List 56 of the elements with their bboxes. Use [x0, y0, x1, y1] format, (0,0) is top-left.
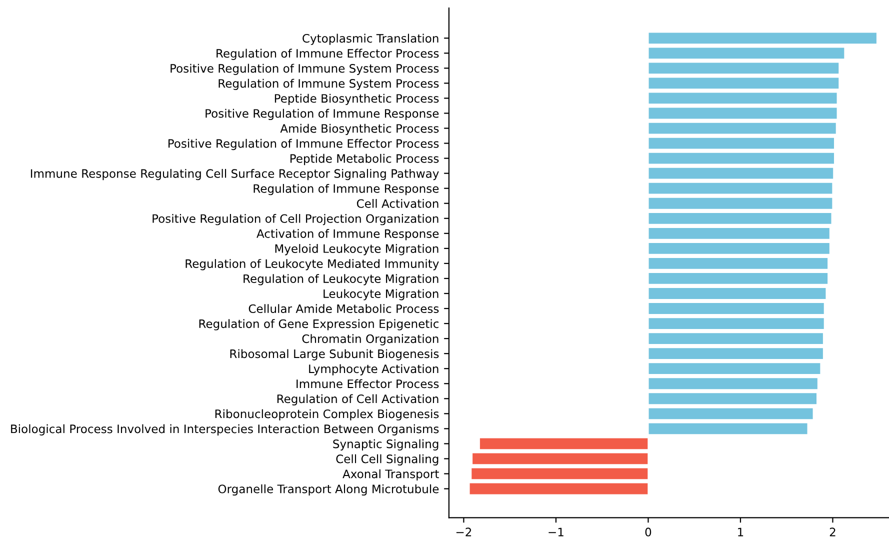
y-tick-label: Positive Regulation of Cell Projection Organization	[152, 214, 438, 226]
y-tick-label: Cellular Amide Metabolic Process	[248, 304, 439, 314]
y-tick-label: Peptide Metabolic Process	[290, 154, 439, 166]
y-tick-label: Regulation of Leukocyte Migration	[244, 274, 438, 286]
bar	[648, 166, 834, 180]
bar	[648, 392, 818, 406]
y-tick-label: Organelle Transport Along Microtubule	[218, 484, 439, 496]
x-tick-label: −2	[456, 528, 472, 536]
y-tick-label: Ribosomal Large Subunit Biogenesis	[230, 349, 439, 360]
y-tick-label: Ribonucleoprotein Complex Biogenesis	[215, 409, 439, 420]
y-tick-label: Immune Effector Process	[296, 379, 439, 388]
bar	[648, 377, 819, 390]
bar	[648, 32, 878, 45]
y-tick-label: Immune Response Regulating Cell Surface Receptor Signaling Pathway	[30, 168, 439, 180]
y-tick-label: Amide Biosynthetic Process	[280, 124, 439, 136]
bar	[648, 422, 808, 436]
x-tick-label: −1	[548, 528, 564, 536]
bar	[648, 182, 834, 195]
y-tick-label: Positive Regulation of Immune Effector Process	[168, 138, 439, 150]
y-tick-label: Synaptic Signaling	[333, 439, 438, 450]
y-tick-label: Positive Regulation of Immune Response	[206, 108, 439, 120]
bar	[648, 46, 846, 60]
y-tick-label: Cell Activation	[356, 198, 438, 208]
bar	[648, 316, 825, 330]
bar	[648, 332, 824, 346]
x-tick-label: 2	[830, 528, 836, 536]
y-tick-label: Lymphocyte Activation	[309, 364, 438, 376]
bar	[648, 242, 831, 255]
y-tick-label: Regulation of Cell Activation	[277, 394, 438, 406]
y-tick-label: Regulation of Immune Response	[254, 184, 439, 196]
y-tick-label: Chromatin Organization	[302, 334, 438, 346]
y-tick-label: Cell Cell Signaling	[336, 454, 438, 466]
y-tick-label: Activation of Immune Response	[256, 229, 439, 240]
bar	[648, 407, 814, 420]
bar	[648, 302, 825, 316]
x-tick-label: 0	[645, 528, 652, 536]
bar	[648, 212, 832, 225]
y-tick-label: Leukocyte Migration	[324, 289, 438, 300]
y-tick-label: Biological Process Involved in Interspecies Interaction Between Organisms	[11, 424, 439, 436]
bar	[648, 226, 831, 240]
y-tick-label: Cytoplasmic Translation	[302, 34, 438, 45]
y-tick-label: Positive Regulation of Immune System Process	[170, 64, 439, 75]
y-tick-label: Regulation of Leukocyte Mediated Immunity	[186, 259, 439, 270]
bar	[648, 272, 829, 286]
y-tick-label: Myeloid Leukocyte Migration	[275, 244, 438, 256]
y-tick-label: Peptide Biosynthetic Process	[274, 94, 439, 106]
bar	[648, 196, 834, 210]
bar	[648, 256, 829, 270]
y-tick-label: Regulation of Immune System Process	[218, 78, 439, 90]
bar	[648, 362, 822, 376]
bar	[648, 286, 827, 300]
bar	[648, 347, 824, 360]
x-tick-label: 1	[738, 528, 744, 536]
y-tick-label: Axonal Transport	[342, 469, 439, 481]
y-tick-label: Regulation of Immune Effector Process	[216, 48, 439, 60]
y-tick-label: Regulation of Gene Expression Epigenetic	[199, 319, 439, 330]
